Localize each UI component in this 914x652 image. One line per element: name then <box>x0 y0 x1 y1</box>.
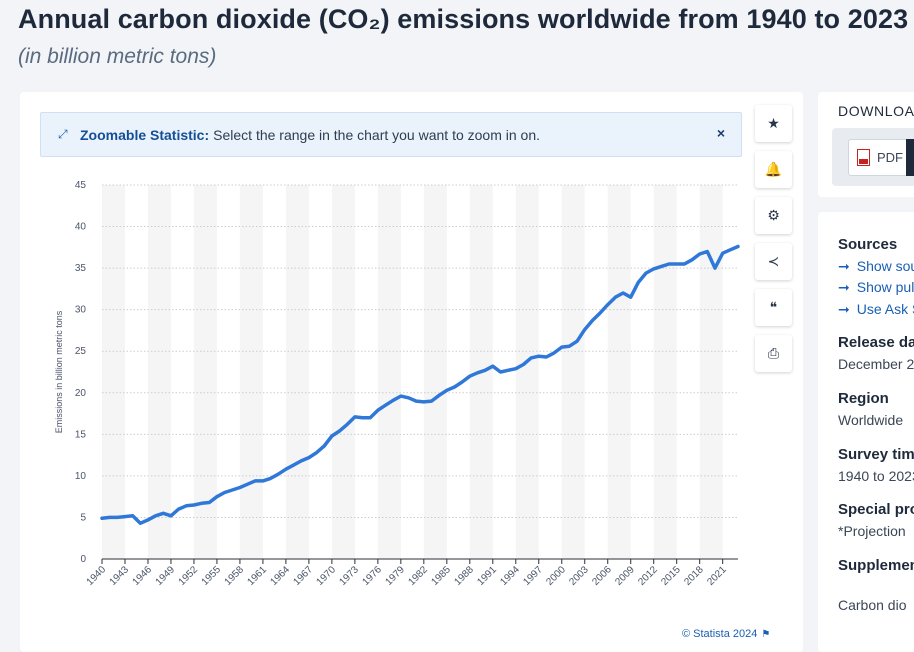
star-icon: ★ <box>767 115 780 131</box>
supplementary-title: Supplemen <box>838 557 914 574</box>
info-card <box>818 212 914 652</box>
survey-time-value: 1940 to 2023 <box>838 468 914 484</box>
page-title: Annual carbon dioxide (CO₂) emissions wo… <box>18 4 909 34</box>
ask-statista-link[interactable]: ➞ Use Ask S <box>838 301 914 318</box>
region-value: Worldwide <box>838 412 904 428</box>
bell-button[interactable]: 🔔 <box>755 151 792 188</box>
show-sources-link[interactable]: ➞ Show sou <box>838 258 914 275</box>
chart-card <box>20 92 803 652</box>
release-date-value: December 2 <box>838 356 914 372</box>
pdf-label: PDF <box>877 150 903 165</box>
expand-icon: ⤢ <box>58 127 68 141</box>
zoom-banner: ⤢ Zoomable Statistic: Select the range i… <box>40 112 742 157</box>
ask-statista-label: Use Ask S <box>856 301 914 317</box>
gear-icon: ⚙ <box>767 207 780 223</box>
quote-button[interactable]: ❝ <box>755 289 792 326</box>
share-icon: ≺ <box>767 253 780 269</box>
zoom-banner-label: Zoomable Statistic: <box>80 126 210 143</box>
print-button[interactable]: ⎙ <box>755 335 792 372</box>
show-publisher-label: Show pul <box>856 279 914 295</box>
copyright-text: © Statista 2024 <box>682 628 758 640</box>
survey-time-title: Survey tim <box>838 446 914 463</box>
pdf-dropdown-toggle[interactable] <box>906 139 914 176</box>
show-publisher-link[interactable]: ➞ Show pul <box>838 279 914 296</box>
quote-icon: ❝ <box>769 299 778 315</box>
copyright[interactable]: © Statista 2024 ⚑ <box>682 628 770 640</box>
flag-icon: ⚑ <box>761 629 771 640</box>
close-icon[interactable]: × <box>716 125 725 141</box>
special-properties-title: Special pro <box>838 501 914 518</box>
star-button[interactable]: ★ <box>755 105 792 142</box>
zoom-banner-text: Select the range in the chart you want t… <box>213 126 541 143</box>
arrow-right-icon: ➞ <box>838 301 850 317</box>
arrow-right-icon: ➞ <box>838 258 850 274</box>
page-subtitle: (in billion metric tons) <box>18 45 217 68</box>
gear-button[interactable]: ⚙ <box>755 197 792 234</box>
bell-icon: 🔔 <box>764 161 783 177</box>
region-title: Region <box>838 390 889 407</box>
show-sources-label: Show sou <box>856 258 914 274</box>
pdf-file-icon <box>857 149 870 166</box>
share-button[interactable]: ≺ <box>755 243 792 280</box>
supplementary-value: Carbon dio <box>838 597 907 613</box>
pdf-download-button[interactable]: PDF <box>848 139 914 176</box>
release-date-title: Release da <box>838 334 914 351</box>
special-properties-value: *Projection <box>838 523 906 539</box>
download-label: DOWNLOA <box>838 103 914 119</box>
sources-title: Sources <box>838 236 898 253</box>
print-icon: ⎙ <box>767 345 780 361</box>
arrow-right-icon: ➞ <box>838 279 850 295</box>
